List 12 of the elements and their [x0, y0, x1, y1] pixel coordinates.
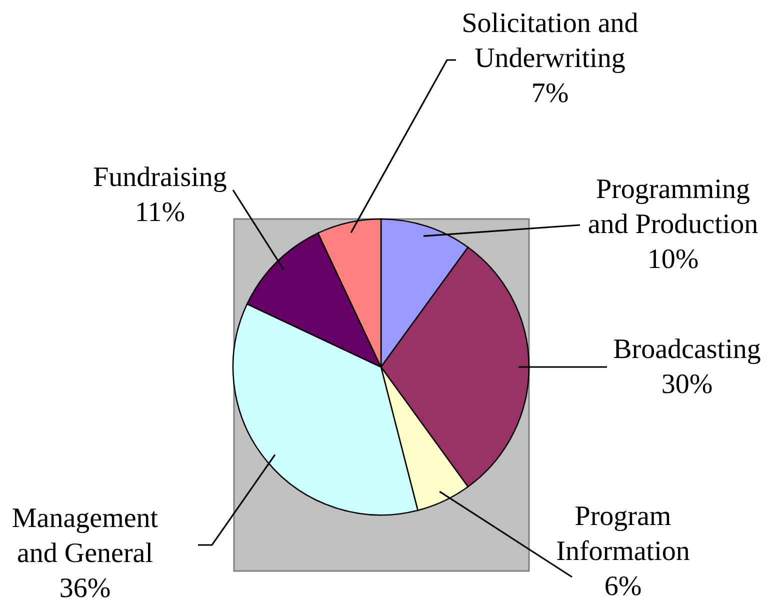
data-label: 36%: [59, 573, 111, 599]
slice-label: Management and General: [12, 503, 158, 569]
data-label: 7%: [531, 78, 569, 109]
slice-label: Broadcasting: [613, 334, 761, 365]
slice-label: Fundraising: [93, 162, 227, 193]
data-label: 30%: [661, 369, 713, 400]
data-label: 10%: [647, 244, 699, 275]
data-label: 11%: [134, 197, 186, 228]
slice-label: Solicitation and Underwriting: [462, 8, 638, 74]
slice-label: Programming and Production: [588, 174, 758, 240]
slice-label: Program Information: [556, 501, 690, 567]
data-label: 6%: [604, 571, 642, 599]
